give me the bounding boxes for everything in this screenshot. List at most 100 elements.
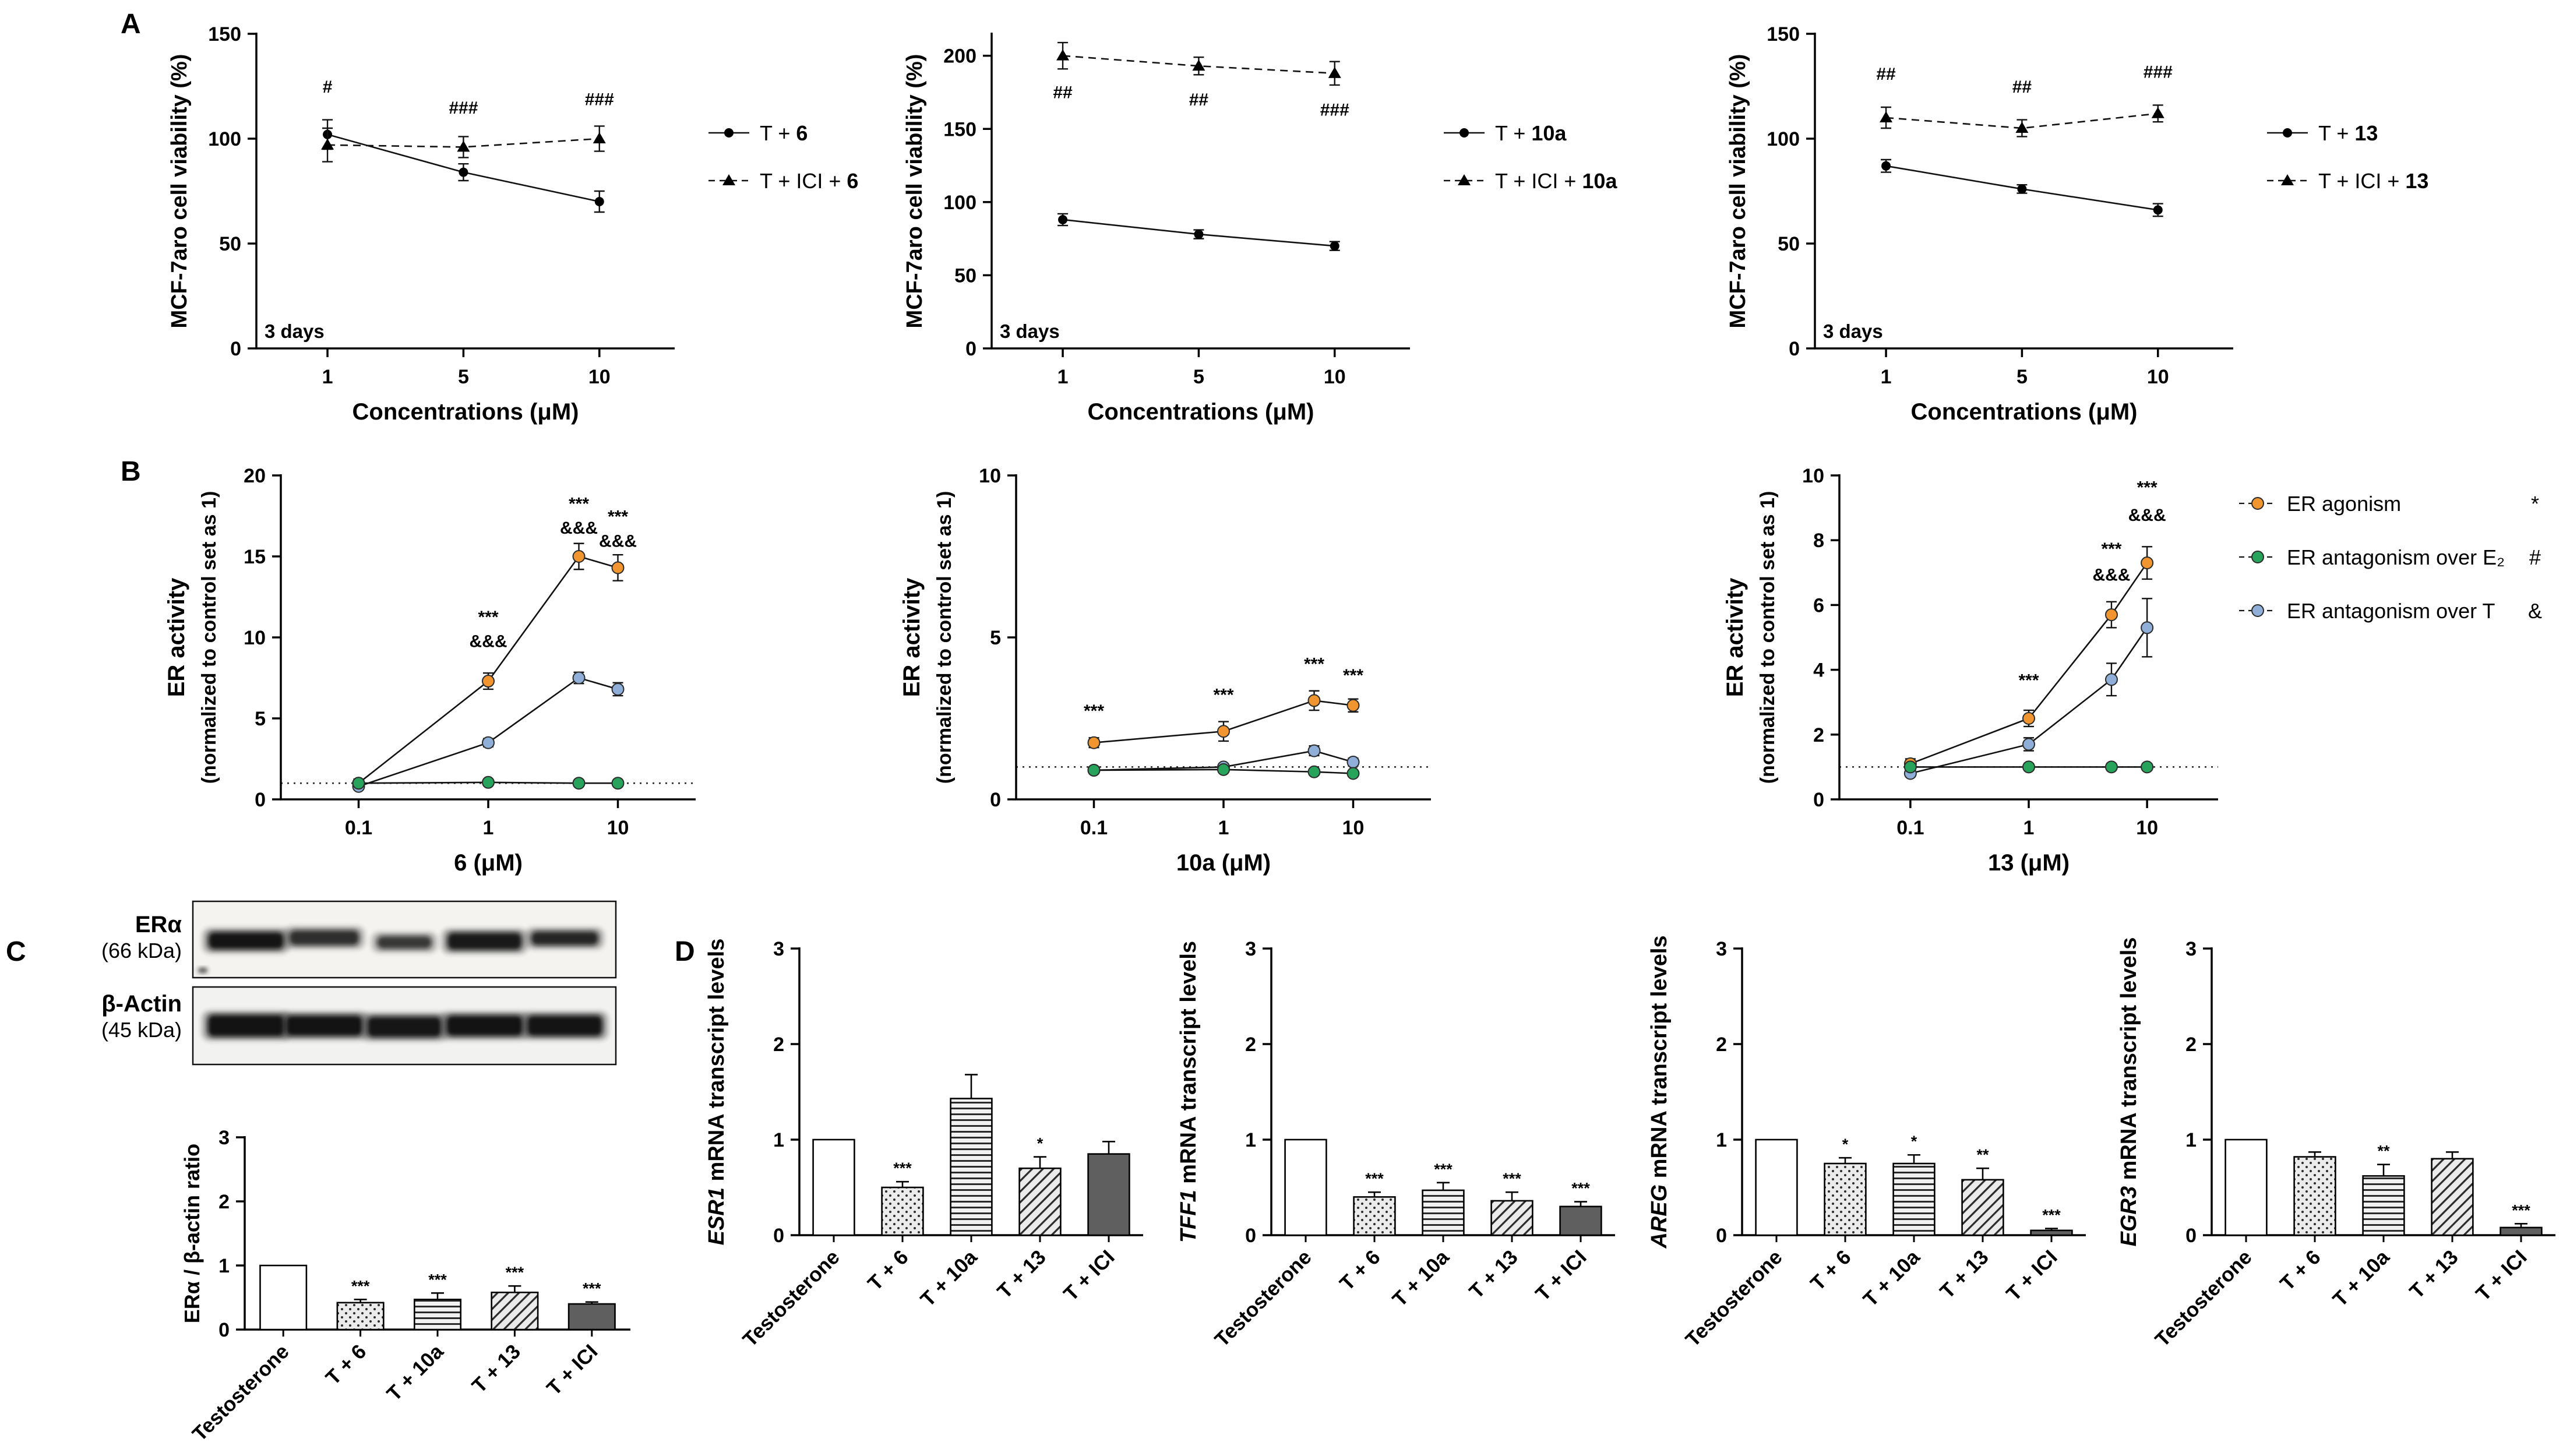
svg-text:2: 2: [1716, 1034, 1727, 1056]
svg-text:T + 6: T + 6: [1335, 1246, 1385, 1295]
svg-text:T + ICI + 6: T + ICI + 6: [760, 169, 858, 193]
legend-entry: T + 13: [2267, 121, 2378, 145]
svg-text:***: ***: [1213, 685, 1233, 704]
series-t-ici-13: [1880, 104, 2164, 138]
svg-text:8: 8: [1813, 530, 1824, 552]
svg-text:50: 50: [1778, 233, 1800, 255]
svg-text:150: 150: [943, 118, 976, 140]
bar-t-6: * T + 6: [1806, 1136, 1867, 1295]
svg-text:##: ##: [1053, 83, 1073, 103]
svg-text:10: 10: [2147, 366, 2169, 388]
svg-text:10: 10: [244, 627, 266, 649]
svg-text:0: 0: [218, 1319, 230, 1341]
mcf7aro-viability-chart-6: 0 50 100 150 1 5 10 MCF-7aro cell viability (%)…: [167, 23, 858, 425]
bar-t-ici: *** T + ICI: [1531, 1180, 1602, 1306]
svg-text:Testosterone: Testosterone: [739, 1246, 844, 1351]
svg-text:T + 6: T + 6: [1806, 1246, 1856, 1295]
svg-text:1: 1: [218, 1255, 230, 1277]
svg-text:T + 10a: T + 10a: [382, 1340, 448, 1406]
svg-text:100: 100: [208, 128, 241, 150]
svg-text:MCF-7aro cell viability (%): MCF-7aro cell viability (%): [167, 54, 192, 329]
svg-text:###: ###: [585, 90, 614, 109]
bar-t-6: T + 6: [2276, 1151, 2336, 1295]
svg-text:3 days: 3 days: [1823, 320, 1883, 342]
svg-text:0: 0: [990, 789, 1001, 811]
svg-text:#: #: [2529, 545, 2541, 569]
svg-text:1: 1: [322, 366, 333, 388]
svg-text:(normalized to control set as: (normalized to control set as 1): [1757, 491, 1779, 784]
svg-text:1: 1: [483, 817, 494, 839]
svg-text:0: 0: [1813, 789, 1824, 811]
svg-text:5: 5: [990, 627, 1001, 649]
svg-text:50: 50: [954, 265, 976, 287]
svg-text:ER antagonism over T: ER antagonism over T: [2287, 599, 2495, 623]
svg-text:&&&: &&&: [599, 531, 637, 551]
svg-text:2: 2: [773, 1034, 784, 1056]
svg-text:10: 10: [1342, 817, 1365, 839]
svg-text:&&&: &&&: [2128, 506, 2166, 525]
svg-text:***: ***: [351, 1277, 370, 1295]
svg-text:T + 13: T + 13: [993, 1246, 1050, 1303]
bar-t-10a: *** T + 10a: [382, 1271, 462, 1406]
svg-text:10: 10: [607, 817, 629, 839]
svg-text:0.1: 0.1: [1080, 817, 1108, 839]
svg-text:ER agonism: ER agonism: [2287, 492, 2401, 516]
svg-text:5: 5: [255, 708, 266, 730]
er-alpha-beta-actin-ratio-chart: 0 1 2 3 Testosterone *** T + 6 *** T + 10a *** T +…: [180, 1127, 630, 1446]
svg-text:***: ***: [2018, 671, 2039, 690]
svg-text:3: 3: [773, 938, 784, 960]
svg-text:T + 10a: T + 10a: [1859, 1246, 1924, 1312]
svg-text:1: 1: [1057, 366, 1069, 388]
svg-text:T + ICI: T + ICI: [1059, 1246, 1119, 1306]
svg-text:Testosterone: Testosterone: [1681, 1246, 1787, 1351]
svg-text:ER activity: ER activity: [1722, 577, 1748, 697]
svg-text:3: 3: [218, 1127, 230, 1149]
legend-entry: T + 10a: [1444, 121, 1567, 145]
blot-beta-actin-label-group: β-Actin (45 kDa): [23, 990, 182, 1043]
svg-text:*: *: [1037, 1135, 1043, 1152]
svg-text:1: 1: [1716, 1129, 1727, 1151]
svg-text:2: 2: [1813, 724, 1824, 746]
svg-text:20: 20: [244, 465, 266, 487]
svg-text:Concentrations (μM): Concentrations (μM): [1088, 399, 1314, 425]
panel-b-label: B: [121, 456, 141, 487]
svg-text:3: 3: [1245, 938, 1256, 960]
blot-er-alpha-kda: (66 kDa): [101, 939, 182, 963]
series-er-agonism: [1903, 546, 2154, 770]
svg-text:&&&: &&&: [2092, 566, 2130, 585]
series-t-13: [1881, 158, 2163, 217]
bar-t-10a: T + 10a: [916, 1074, 993, 1312]
svg-text:10: 10: [2136, 817, 2158, 839]
svg-text:***: ***: [583, 1280, 601, 1298]
svg-text:6 (μM): 6 (μM): [454, 850, 523, 876]
mcf7aro-viability-chart-10a: 0 50 100 150 200 1 5 10 MCF-7aro cell viability …: [903, 33, 1617, 425]
svg-text:&&&: &&&: [470, 632, 507, 651]
svg-text:T + ICI: T + ICI: [1531, 1246, 1591, 1306]
svg-text:1: 1: [2023, 817, 2035, 839]
series-t-ici-6: [321, 125, 606, 163]
svg-text:0: 0: [965, 338, 976, 360]
svg-text:###: ###: [449, 98, 478, 118]
legend-entry: T + ICI + 10a: [1444, 169, 1617, 193]
svg-text:ER antagonism over E₂: ER antagonism over E₂: [2287, 545, 2505, 569]
bar-testosterone: Testosterone: [2151, 1138, 2268, 1351]
svg-text:**: **: [2377, 1143, 2390, 1160]
svg-text:Testosterone: Testosterone: [2151, 1246, 2257, 1351]
bar-t-13: * T + 13: [993, 1135, 1062, 1303]
panel-d-label: D: [675, 936, 695, 967]
svg-text:(normalized to control set as: (normalized to control set as 1): [933, 491, 956, 784]
svg-text:T + 13: T + 13: [468, 1340, 525, 1397]
svg-text:0: 0: [230, 338, 241, 360]
tff1-mrna-chart: 0 1 2 3 Testosterone *** T + 6 *** T + 10a *** T +…: [1176, 938, 1615, 1351]
svg-text:T + 13: T + 13: [2405, 1246, 2462, 1303]
svg-text:***: ***: [1304, 655, 1324, 674]
legend-entry: T + ICI + 13: [2267, 169, 2428, 193]
svg-text:T + 6: T + 6: [322, 1340, 371, 1390]
svg-text:T + 10a: T + 10a: [916, 1246, 982, 1312]
svg-text:ESR1 mRNA transcript levels: ESR1 mRNA transcript levels: [704, 939, 729, 1246]
svg-text:10: 10: [588, 366, 611, 388]
svg-text:200: 200: [943, 45, 976, 68]
svg-text:EGR3 mRNA transcript levels: EGR3 mRNA transcript levels: [2117, 937, 2141, 1247]
svg-text:50: 50: [219, 233, 241, 255]
svg-text:&: &: [2528, 599, 2542, 623]
